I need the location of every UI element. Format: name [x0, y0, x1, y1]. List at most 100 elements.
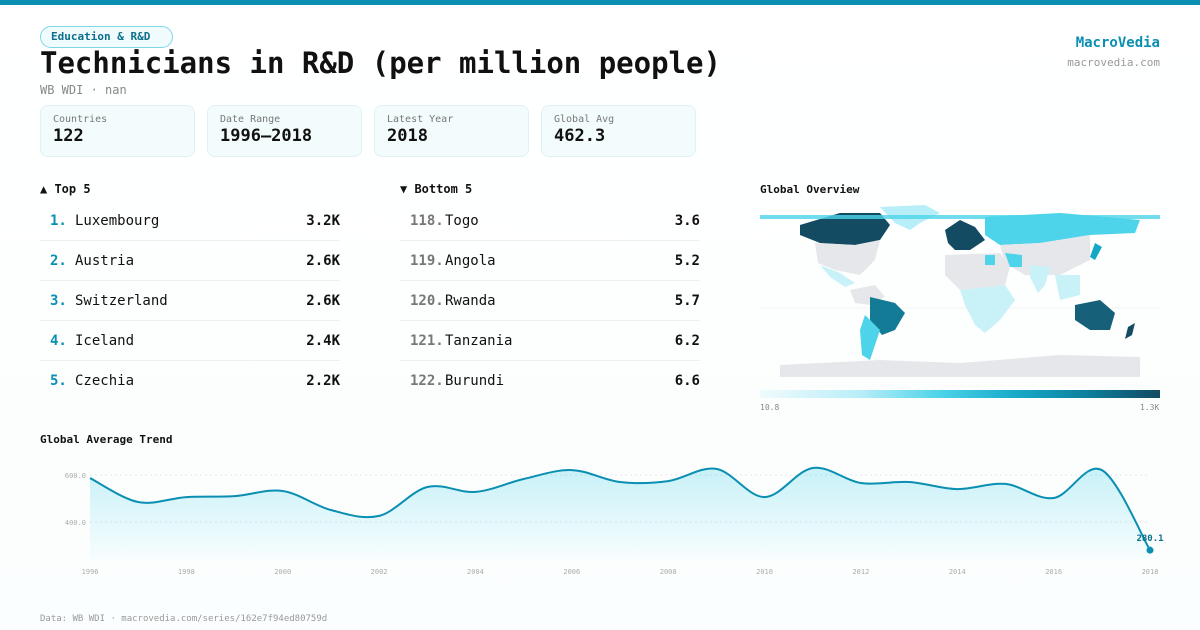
country-name: Tanzania [445, 332, 513, 349]
list-item[interactable]: 3. Switzerland 2.6K [40, 281, 340, 321]
list-item[interactable]: 5. Czechia 2.2K [40, 361, 340, 401]
stat-label: Latest Year [387, 114, 454, 125]
region-arctic-band [760, 215, 1160, 219]
region-central-asia [1000, 235, 1090, 275]
stat-card-global-avg: Global Avg 462.3 [541, 105, 696, 157]
rank: 2. [50, 252, 67, 269]
bottom5-list: 118. Togo 3.6 119. Angola 5.2 120. Rwanda 5.7 121… [400, 201, 700, 401]
list-item[interactable]: 120. Rwanda 5.7 [400, 281, 700, 321]
region-iran [1005, 253, 1022, 267]
stat-card-countries: Countries 122 [40, 105, 195, 157]
trend-area [90, 467, 1150, 560]
rank: 119. [410, 252, 444, 269]
stat-label: Global Avg [554, 114, 615, 125]
stat-card-latest-year: Latest Year 2018 [374, 105, 529, 157]
stat-value: 2018 [387, 126, 428, 146]
x-tick-label: 2016 [1045, 568, 1062, 576]
x-tick-label: 2000 [274, 568, 291, 576]
country-value: 5.7 [674, 292, 700, 309]
rank: 122. [410, 373, 444, 389]
country-value: 2.2K [306, 373, 340, 389]
region-se-asia [1055, 275, 1080, 300]
region-new-zealand [1125, 323, 1135, 339]
x-tick-label: 2012 [852, 568, 869, 576]
list-item[interactable]: 1. Luxembourg 3.2K [40, 201, 340, 241]
country-name: Czechia [75, 373, 135, 389]
region-mexico [820, 265, 855, 287]
region-india [1030, 265, 1050, 293]
list-item[interactable]: 4. Iceland 2.4K [40, 321, 340, 361]
y-tick-label: 600.0 [65, 472, 86, 480]
rank: 3. [50, 292, 67, 309]
list-item[interactable]: 122. Burundi 6.6 [400, 361, 700, 401]
x-tick-label: 2010 [756, 568, 773, 576]
rank: 118. [410, 212, 444, 229]
footer-source: Data: WB WDI · macrovedia.com/series/162… [40, 614, 328, 624]
rank: 4. [50, 332, 67, 349]
map-heading: Global Overview [760, 183, 860, 196]
country-name: Luxembourg [75, 212, 160, 229]
trend-line [89, 466, 1151, 551]
list-item[interactable]: 118. Togo 3.6 [400, 201, 700, 241]
country-name: Iceland [75, 332, 135, 349]
region-argentina [860, 315, 880, 360]
rank: 121. [410, 332, 444, 349]
trend-heading: Global Average Trend [40, 433, 173, 446]
rank: 1. [50, 212, 67, 229]
rank: 120. [410, 292, 444, 309]
x-tick-label: 2002 [371, 568, 388, 576]
bottom5-heading: ▼ Bottom 5 [400, 182, 473, 196]
top5-heading: ▲ Top 5 [40, 182, 91, 196]
country-value: 2.6K [306, 292, 340, 309]
country-name: Togo [445, 212, 479, 229]
region-europe [945, 220, 985, 250]
region-north-africa [945, 253, 1010, 290]
stat-card-date-range: Date Range 1996–2018 [207, 105, 362, 157]
country-name: Angola [445, 252, 496, 269]
list-item[interactable]: 121. Tanzania 6.2 [400, 321, 700, 361]
x-tick-label: 2004 [467, 568, 484, 576]
x-tick-label: 2008 [660, 568, 677, 576]
rank: 5. [50, 373, 67, 389]
page-title: Technicians in R&D (per million people) [40, 46, 721, 80]
country-value: 5.2 [674, 252, 700, 269]
trend-chart: 400.0 600.0 1996 1998 2000 2002 2004 2006 2008 20… [65, 466, 1164, 576]
stat-value: 462.3 [554, 126, 606, 146]
category-badge: Education & R&D [40, 26, 174, 48]
last-data-point [1146, 546, 1154, 554]
region-japan [1090, 243, 1102, 260]
country-value: 6.6 [674, 373, 700, 389]
x-tick-label: 1996 [82, 568, 99, 576]
stat-value: 122 [53, 126, 84, 146]
x-tick-label: 2014 [949, 568, 966, 576]
region-canada [800, 213, 890, 245]
top-accent-bar [0, 0, 1200, 5]
stat-label: Date Range [220, 114, 281, 125]
region-antarctica [780, 355, 1140, 377]
y-tick-label: 400.0 [65, 519, 86, 527]
x-tick-label: 1998 [178, 568, 195, 576]
country-value: 6.2 [674, 332, 700, 349]
page-subtitle: WB WDI · nan [40, 83, 127, 97]
region-brazil [870, 297, 905, 335]
x-tick-label: 2018 [1142, 568, 1159, 576]
country-name: Rwanda [445, 292, 496, 309]
region-australia [1075, 300, 1115, 330]
stat-label: Countries [53, 114, 108, 125]
x-tick-label: 2006 [563, 568, 580, 576]
region-usa [815, 240, 880, 275]
stat-value: 1996–2018 [220, 126, 313, 146]
country-value: 2.6K [306, 252, 340, 269]
brand-name[interactable]: MacroVedia [1075, 35, 1160, 51]
brand-url[interactable]: macrovedia.com [1067, 56, 1160, 69]
color-scale-max: 1.3K [1140, 403, 1160, 412]
color-scale-min: 10.8 [760, 403, 780, 412]
region-africa-south [960, 285, 1015, 333]
country-value: 3.6 [674, 212, 700, 229]
list-item[interactable]: 2. Austria 2.6K [40, 241, 340, 281]
country-name: Burundi [445, 373, 505, 389]
country-name: Switzerland [75, 292, 168, 309]
list-item[interactable]: 119. Angola 5.2 [400, 241, 700, 281]
region-egypt [985, 255, 995, 265]
country-value: 2.4K [306, 332, 340, 349]
